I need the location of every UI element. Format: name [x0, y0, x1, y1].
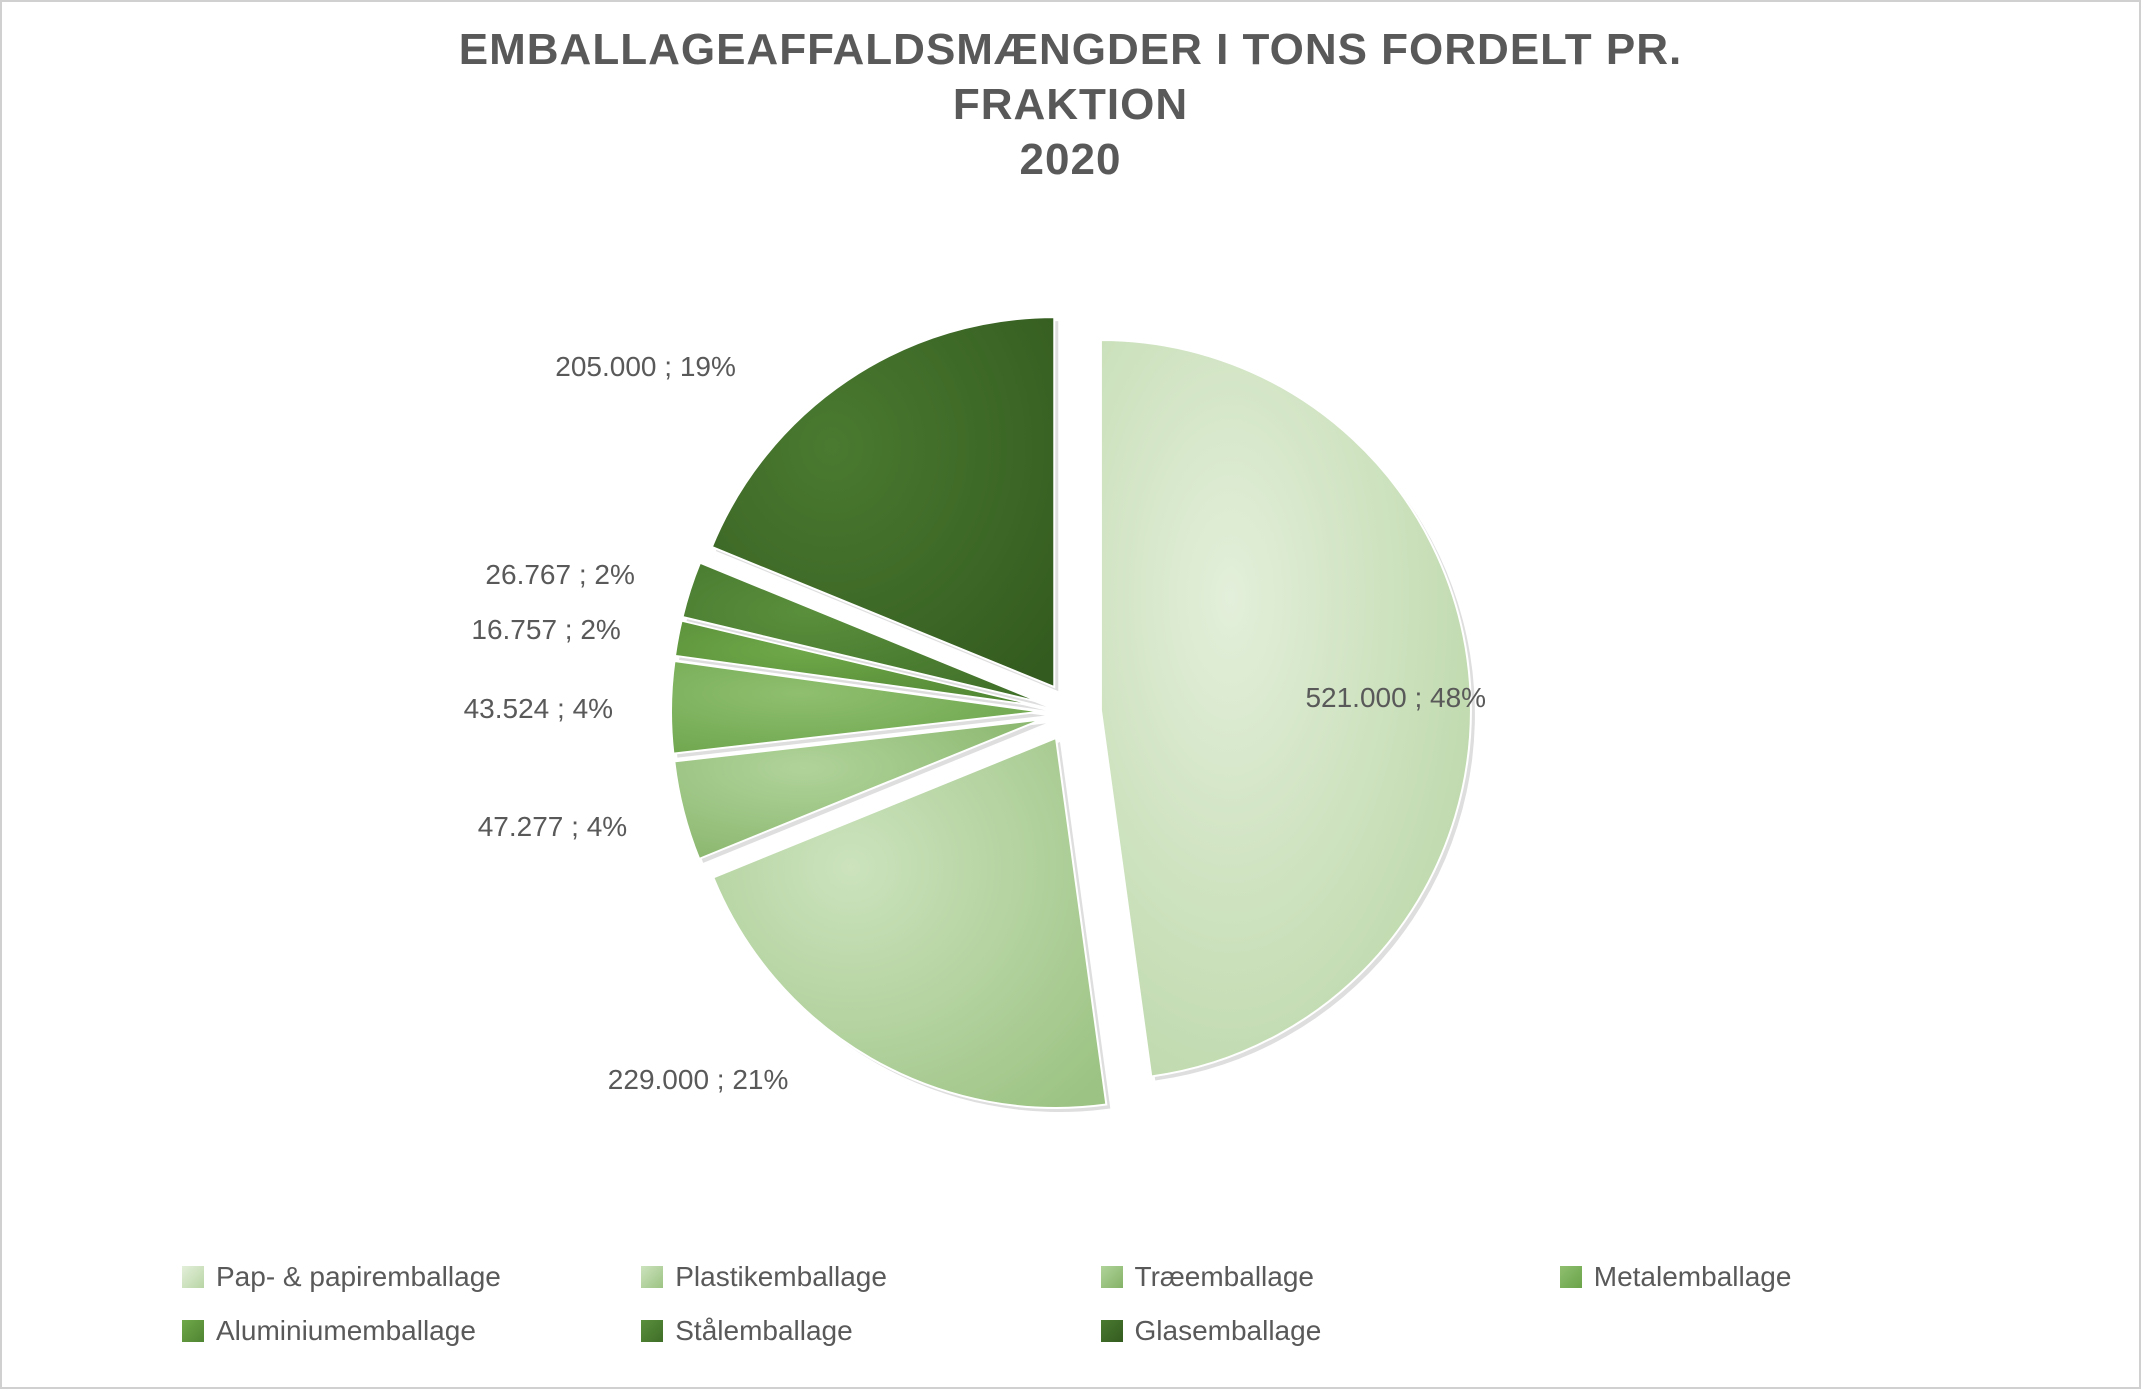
legend-swatch-icon: [1560, 1266, 1582, 1288]
legend-label: Plastikemballage: [675, 1261, 887, 1293]
legend-item-2: Træemballage: [1101, 1261, 1560, 1293]
chart-title: EMBALLAGEAFFALDSMÆNGDER I TONS FORDELT P…: [2, 22, 2139, 187]
data-label-4: 16.757 ; 2%: [471, 614, 620, 646]
title-line-2: FRAKTION: [2, 77, 2139, 132]
data-label-5: 26.767 ; 2%: [485, 559, 634, 591]
legend-label: Træemballage: [1135, 1261, 1314, 1293]
chart-container: EMBALLAGEAFFALDSMÆNGDER I TONS FORDELT P…: [0, 0, 2141, 1389]
title-line-3: 2020: [2, 132, 2139, 187]
legend-swatch-icon: [1101, 1320, 1123, 1342]
legend-item-3: Metalemballage: [1560, 1261, 2019, 1293]
legend-label: Aluminiumemballage: [216, 1315, 476, 1347]
legend-label: Stålemballage: [675, 1315, 852, 1347]
legend-label: Pap- & papiremballage: [216, 1261, 501, 1293]
legend-item-5: Stålemballage: [641, 1315, 1100, 1347]
legend-swatch-icon: [182, 1266, 204, 1288]
legend-item-4: Aluminiumemballage: [182, 1315, 641, 1347]
data-label-0: 521.000 ; 48%: [1305, 682, 1486, 714]
legend-swatch-icon: [182, 1320, 204, 1342]
legend-item-1: Plastikemballage: [641, 1261, 1100, 1293]
legend-swatch-icon: [641, 1266, 663, 1288]
data-label-1: 229.000 ; 21%: [608, 1064, 789, 1096]
legend: Pap- & papiremballage Plastikemballage Træ…: [182, 1261, 2019, 1347]
legend-item-0: Pap- & papiremballage: [182, 1261, 641, 1293]
legend-label: Metalemballage: [1594, 1261, 1792, 1293]
data-label-6: 205.000 ; 19%: [555, 351, 736, 383]
legend-item-6: Glasemballage: [1101, 1315, 1560, 1347]
legend-label: Glasemballage: [1135, 1315, 1322, 1347]
data-label-2: 47.277 ; 4%: [478, 811, 627, 843]
data-label-3: 43.524 ; 4%: [464, 693, 613, 725]
title-line-1: EMBALLAGEAFFALDSMÆNGDER I TONS FORDELT P…: [2, 22, 2139, 77]
pie-area: [2, 252, 2139, 1187]
legend-swatch-icon: [641, 1320, 663, 1342]
legend-swatch-icon: [1101, 1266, 1123, 1288]
